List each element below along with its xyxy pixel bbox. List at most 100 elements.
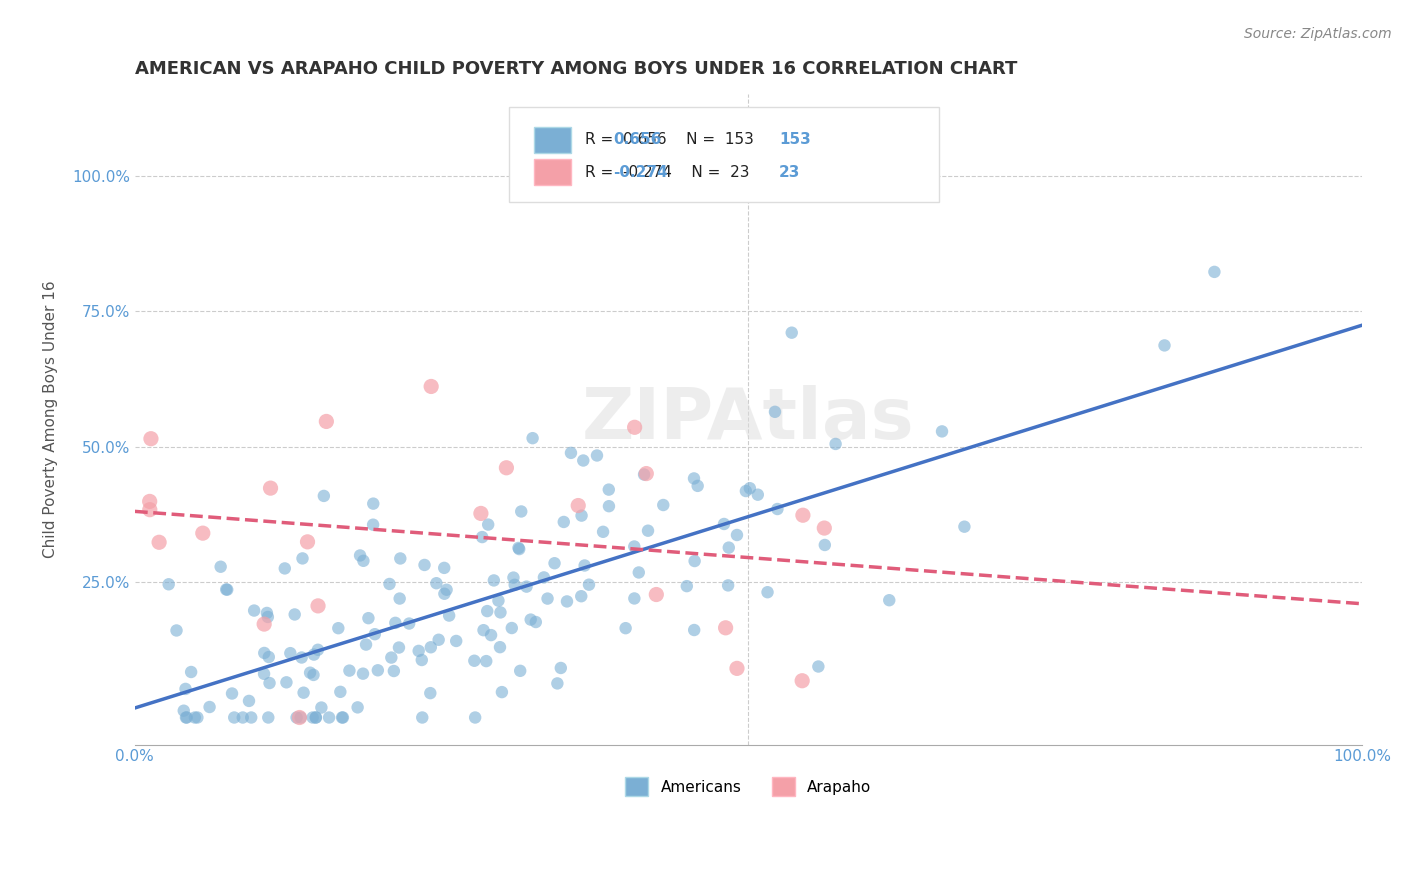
Point	[257, 710, 280, 724]
Point	[463, 654, 485, 668]
Point	[813, 521, 835, 535]
Point	[683, 554, 706, 568]
Point	[717, 578, 740, 592]
Point	[284, 607, 307, 622]
Point	[734, 483, 756, 498]
Point	[717, 541, 740, 555]
Point	[138, 494, 160, 508]
Point	[574, 558, 596, 573]
Point	[592, 524, 614, 539]
Point	[567, 499, 589, 513]
Point	[285, 710, 308, 724]
Point	[471, 530, 494, 544]
Point	[361, 497, 384, 511]
Point	[290, 710, 312, 724]
Point	[623, 540, 645, 554]
Point	[253, 646, 276, 660]
Text: R =  0.656    N =  153: R = 0.656 N = 153	[585, 132, 754, 147]
Point	[1204, 265, 1226, 279]
Point	[503, 578, 526, 592]
Point	[176, 710, 198, 724]
Text: AMERICAN VS ARAPAHO CHILD POVERTY AMONG BOYS UNDER 16 CORRELATION CHART: AMERICAN VS ARAPAHO CHILD POVERTY AMONG …	[135, 60, 1018, 78]
FancyBboxPatch shape	[534, 127, 571, 153]
Point	[636, 467, 658, 481]
Point	[546, 676, 568, 690]
Point	[354, 638, 377, 652]
Point	[477, 604, 499, 618]
Point	[411, 653, 433, 667]
Text: 0.656: 0.656	[613, 132, 662, 147]
Point	[302, 668, 325, 682]
Point	[224, 710, 246, 724]
Point	[305, 710, 328, 724]
Point	[824, 437, 846, 451]
Point	[807, 659, 830, 673]
Point	[398, 616, 420, 631]
Point	[633, 467, 655, 482]
Point	[572, 453, 595, 467]
Point	[329, 685, 352, 699]
Point	[292, 686, 315, 700]
Point	[408, 644, 430, 658]
Point	[738, 481, 761, 495]
Legend: Americans, Arapaho: Americans, Arapaho	[620, 771, 877, 802]
Point	[180, 665, 202, 679]
Point	[953, 519, 976, 533]
Point	[291, 650, 314, 665]
Point	[444, 634, 467, 648]
Point	[364, 627, 387, 641]
Point	[311, 700, 333, 714]
Point	[645, 588, 668, 602]
Point	[714, 621, 737, 635]
Point	[299, 665, 322, 680]
Point	[747, 488, 769, 502]
Point	[686, 479, 709, 493]
Point	[315, 414, 337, 428]
Point	[305, 710, 328, 724]
Point	[509, 664, 531, 678]
Point	[489, 606, 512, 620]
Point	[420, 379, 443, 393]
Point	[288, 710, 311, 724]
Point	[256, 610, 278, 624]
Point	[495, 460, 517, 475]
Point	[792, 508, 814, 523]
Point	[388, 591, 411, 606]
Y-axis label: Child Poverty Among Boys Under 16: Child Poverty Among Boys Under 16	[44, 281, 58, 558]
Point	[307, 599, 329, 613]
Point	[433, 561, 456, 575]
Point	[419, 686, 441, 700]
Point	[139, 502, 162, 516]
Point	[489, 640, 512, 655]
Point	[259, 676, 281, 690]
Point	[524, 615, 547, 629]
Point	[491, 685, 513, 699]
Point	[328, 621, 350, 635]
Point	[756, 585, 779, 599]
Point	[598, 483, 620, 497]
Point	[470, 507, 492, 521]
Point	[780, 326, 803, 340]
Point	[536, 591, 558, 606]
Point	[508, 542, 530, 557]
Point	[571, 508, 593, 523]
Point	[555, 594, 578, 608]
Point	[173, 704, 195, 718]
Point	[139, 432, 162, 446]
Point	[382, 664, 405, 678]
Text: ZIPAtlas: ZIPAtlas	[582, 385, 915, 454]
Point	[256, 606, 278, 620]
Point	[488, 593, 510, 607]
Point	[367, 663, 389, 677]
Point	[389, 551, 412, 566]
Point	[472, 623, 495, 637]
Point	[482, 574, 505, 588]
Point	[725, 528, 748, 542]
Point	[148, 535, 170, 549]
Text: -0.274: -0.274	[613, 165, 668, 180]
Point	[814, 538, 837, 552]
Point	[725, 661, 748, 675]
Point	[763, 405, 786, 419]
Point	[238, 694, 260, 708]
Point	[380, 650, 402, 665]
